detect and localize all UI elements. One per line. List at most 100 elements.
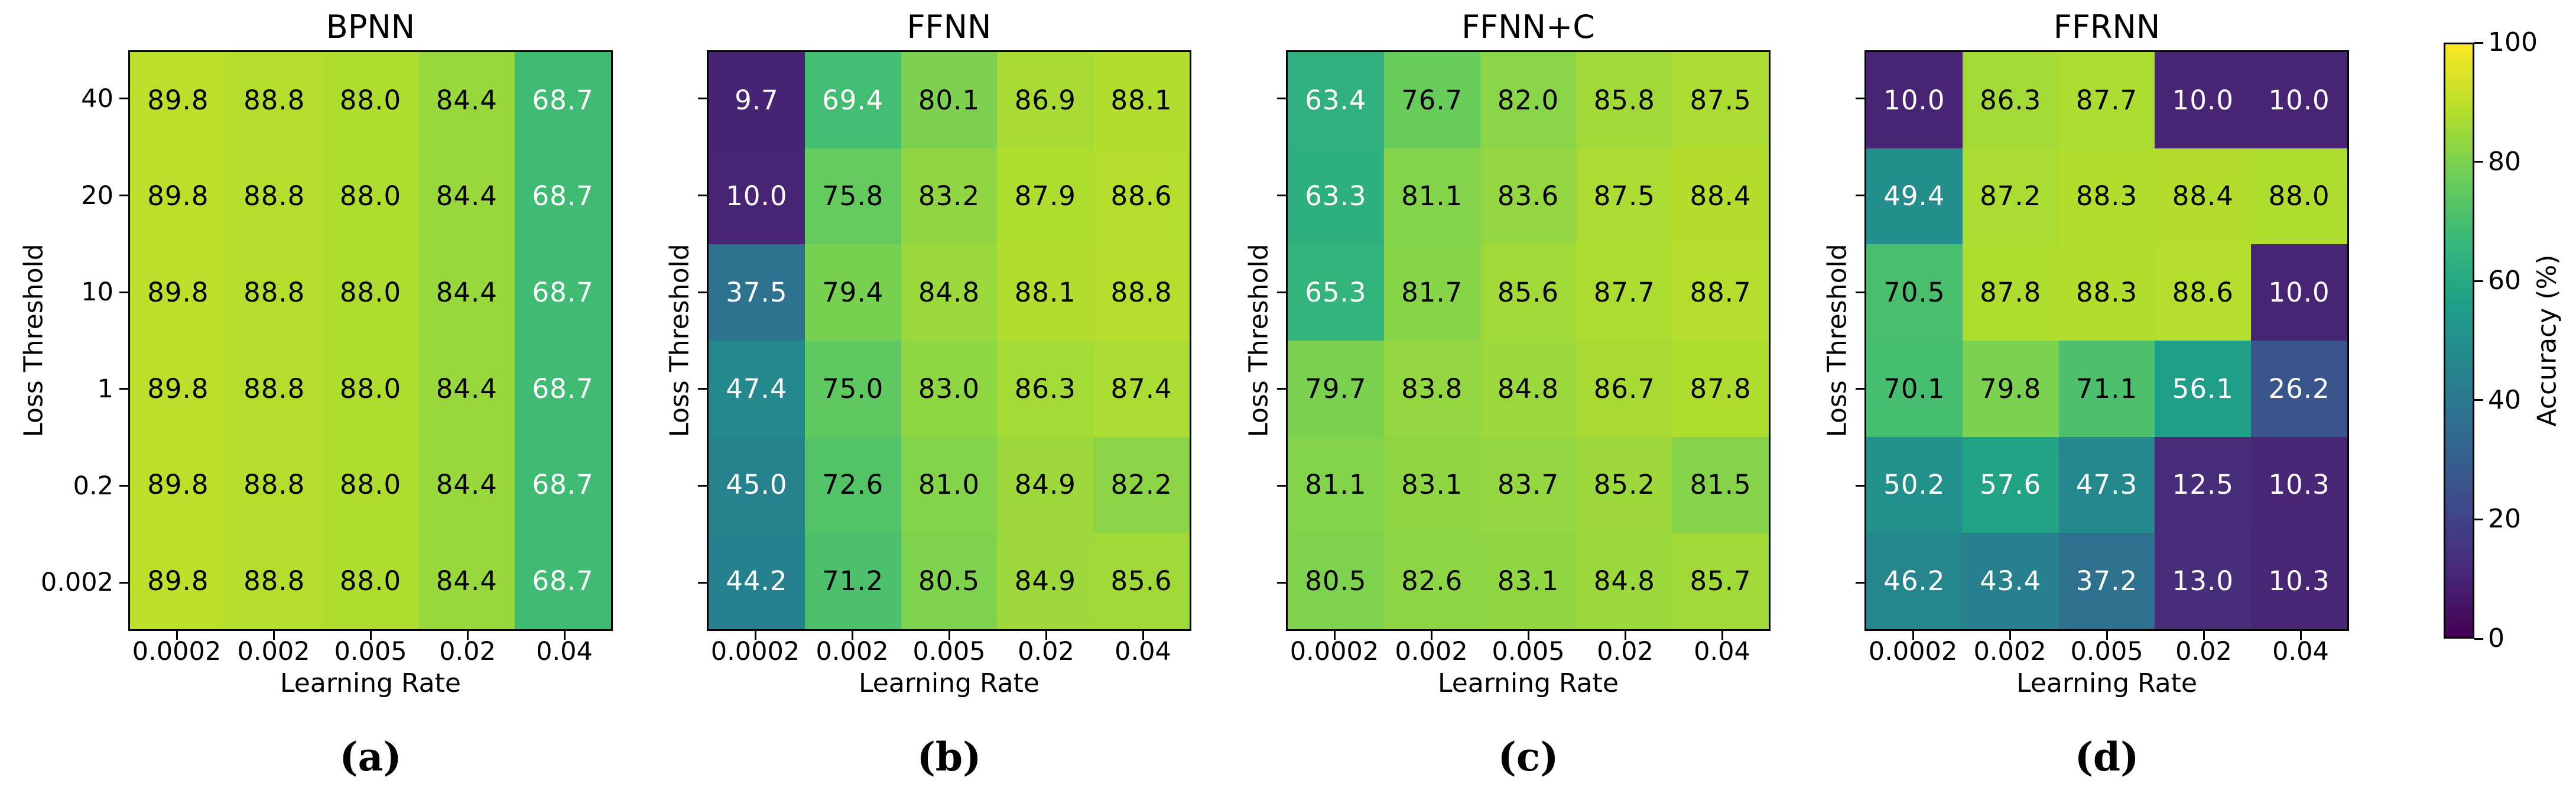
heatmap-cell: 81.1 <box>1383 148 1480 245</box>
y-tick-mark <box>698 581 707 584</box>
y-axis-label: Loss Threshold <box>18 244 49 438</box>
heatmap-ffnn-c: 63.4 76.7 82.0 85.8 87.5 63.3 81.1 83.6 87.5 88.4… <box>1286 50 1771 631</box>
y-tick-mark <box>698 98 707 100</box>
colorbar-tick-label: 80 <box>2488 146 2521 177</box>
heatmap-cell: 71.2 <box>804 533 901 629</box>
heatmap-cell: 85.6 <box>1093 533 1190 629</box>
heatmap-cell: 63.3 <box>1288 148 1384 245</box>
heatmap-cell: 68.7 <box>515 148 611 245</box>
y-axis-label: Loss Threshold <box>1822 244 1853 438</box>
y-tick-mark <box>1277 388 1286 390</box>
heatmap-cell: 83.1 <box>1480 533 1577 629</box>
heatmap-cell: 70.5 <box>1866 244 1963 341</box>
heatmap-cell: 13.0 <box>2155 533 2252 629</box>
x-tick-mark <box>851 631 853 640</box>
y-tick-label: 0.002 <box>40 568 113 598</box>
x-tick-mark <box>754 631 756 640</box>
subplot-ffnn-c: FFNN+C Loss Threshold 63.4 76.7 82.0 85.8 87… <box>1244 0 1771 790</box>
x-tick-label: 0.04 <box>1694 637 1750 666</box>
x-axis-label: Learning Rate <box>280 668 461 698</box>
y-tick-label: 20 <box>81 180 113 211</box>
y-axis-label: Loss Threshold <box>1243 244 1274 438</box>
heatmap-cell: 79.7 <box>1288 341 1384 437</box>
heatmap-cell: 10.3 <box>2251 533 2347 629</box>
colorbar-tick-mark <box>2474 41 2483 44</box>
heatmap-cell: 83.6 <box>1480 148 1577 245</box>
y-tick-mark <box>1856 485 1864 487</box>
colorbar <box>2444 43 2474 639</box>
colorbar-tick-mark <box>2474 637 2483 640</box>
heatmap-cell: 68.7 <box>515 244 611 341</box>
heatmap-cell: 72.6 <box>804 436 901 533</box>
heatmap-cell: 75.8 <box>804 148 901 245</box>
y-tick-mark <box>1277 195 1286 196</box>
subplot-caption: (d) <box>2074 734 2139 780</box>
x-tick-mark <box>1045 631 1047 640</box>
x-tick-mark <box>2299 631 2302 640</box>
heatmap-cell: 86.7 <box>1576 341 1673 437</box>
heatmap-cell: 84.8 <box>901 244 998 341</box>
heatmap-cell: 82.0 <box>1480 52 1577 148</box>
y-tick-mark <box>1277 581 1286 584</box>
heatmap-cell: 85.6 <box>1480 244 1577 341</box>
x-tick-label: 0.002 <box>237 637 310 666</box>
heatmap-cell: 10.0 <box>2251 52 2347 148</box>
heatmap-cell: 82.2 <box>1093 436 1190 533</box>
x-tick-mark <box>1624 631 1626 640</box>
heatmap-cell: 50.2 <box>1866 436 1963 533</box>
heatmap-cell: 82.6 <box>1383 533 1480 629</box>
heatmap-cell: 88.4 <box>1672 148 1769 245</box>
x-tick-label: 0.04 <box>1115 637 1171 666</box>
x-axis-label: Learning Rate <box>1438 668 1619 698</box>
colorbar-tick-mark <box>2474 280 2483 282</box>
heatmap-ffnn: 9.7 69.4 80.1 86.9 88.1 10.0 75.8 83.2 87.9 88.6 3… <box>707 50 1191 631</box>
y-tick-mark <box>1277 291 1286 293</box>
y-tick-mark <box>698 388 707 390</box>
heatmap-cell: 83.7 <box>1480 436 1577 533</box>
subplot-caption: (a) <box>339 734 402 780</box>
heatmap-cell: 83.1 <box>1383 436 1480 533</box>
x-tick-label: 0.04 <box>2272 637 2329 666</box>
heatmap-cell: 87.8 <box>1962 244 2059 341</box>
heatmap-cell: 85.2 <box>1576 436 1673 533</box>
heatmap-cell: 70.1 <box>1866 341 1963 437</box>
x-tick-label: 0.002 <box>816 637 889 666</box>
heatmap-cell: 85.7 <box>1672 533 1769 629</box>
heatmap-cell: 89.8 <box>130 436 226 533</box>
colorbar-tick-label: 60 <box>2488 266 2521 296</box>
heatmap-cell: 49.4 <box>1866 148 1963 245</box>
heatmap-cell: 79.4 <box>804 244 901 341</box>
heatmap-cell: 68.7 <box>515 341 611 437</box>
heatmap-cell: 84.4 <box>418 533 515 629</box>
colorbar-tick-label: 0 <box>2488 623 2504 653</box>
heatmap-cell: 10.0 <box>1866 52 1963 148</box>
heatmap-cell: 46.2 <box>1866 533 1963 629</box>
heatmap-cell: 88.8 <box>226 52 323 148</box>
heatmap-cell: 88.0 <box>322 533 419 629</box>
x-tick-mark <box>2203 631 2205 640</box>
heatmap-cell: 84.9 <box>997 533 1094 629</box>
heatmap-cell: 88.8 <box>226 148 323 245</box>
heatmap-cell: 88.1 <box>1093 52 1190 148</box>
heatmap-cell: 84.4 <box>418 148 515 245</box>
heatmap-cell: 10.0 <box>2155 52 2252 148</box>
heatmap-cell: 88.1 <box>997 244 1094 341</box>
heatmap-cell: 56.1 <box>2155 341 2252 437</box>
y-tick-mark <box>698 195 707 196</box>
heatmap-cell: 68.7 <box>515 52 611 148</box>
heatmap-cell: 43.4 <box>1962 533 2059 629</box>
heatmap-cell: 88.3 <box>2058 148 2155 245</box>
y-tick-mark <box>119 195 128 196</box>
heatmap-cell: 89.8 <box>130 341 226 437</box>
y-tick-mark <box>119 581 128 584</box>
x-tick-label: 0.005 <box>1492 637 1565 666</box>
heatmap-cell: 83.2 <box>901 148 998 245</box>
y-tick-mark <box>119 388 128 390</box>
heatmap-cell: 69.4 <box>804 52 901 148</box>
heatmap-cell: 10.0 <box>2251 244 2347 341</box>
heatmap-cell: 9.7 <box>709 52 805 148</box>
heatmap-cell: 87.5 <box>1672 52 1769 148</box>
heatmap-cell: 84.4 <box>418 52 515 148</box>
heatmap-cell: 83.8 <box>1383 341 1480 437</box>
x-tick-label: 0.0002 <box>1289 637 1379 666</box>
